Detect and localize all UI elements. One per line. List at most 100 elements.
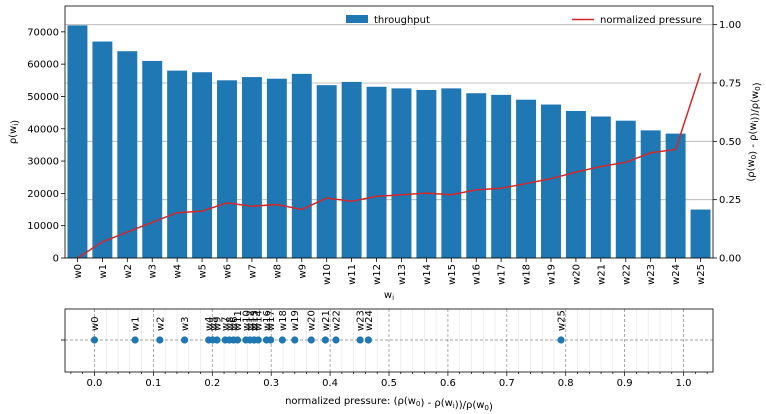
- bar-w22: [615, 120, 636, 258]
- x-tick-label-w10: w10: [322, 264, 333, 285]
- x-tick-label-w9: w9: [297, 264, 308, 279]
- x-tick-label-w13: w13: [397, 264, 408, 285]
- bar-w10: [316, 85, 337, 259]
- point-w23: [356, 336, 364, 344]
- point-label-w16: w16: [262, 310, 273, 331]
- x-tick-label: 0.1: [145, 378, 161, 389]
- point-w2: [156, 336, 164, 344]
- bar-w2: [117, 51, 138, 258]
- x-tick-label-w5: w5: [198, 264, 209, 279]
- x-tick-label-w17: w17: [497, 264, 508, 285]
- bar-w23: [640, 130, 661, 258]
- x-tick-label-w6: w6: [223, 264, 234, 279]
- legend-label-normalized-pressure: normalized pressure: [600, 15, 702, 26]
- x-tick-label-w12: w12: [372, 264, 383, 285]
- x-tick-label-w22: w22: [621, 264, 632, 285]
- x-axis-label: wi: [384, 290, 394, 302]
- y-tick-label: 10000: [27, 221, 59, 232]
- top-bar-line-chart: 0 10000 20000 30000 40000 50000 60000 70000 0.00…: [8, 5, 763, 302]
- bar-w1: [92, 41, 113, 259]
- point-label-w17: w17: [266, 310, 277, 331]
- x-tick-label-w11: w11: [347, 264, 358, 285]
- x-axis-label: normalized pressure: (ρ(w0) - ρ(wi))/ρ(w…: [285, 396, 493, 413]
- bar-w24: [665, 133, 686, 258]
- point-w15: [250, 336, 258, 344]
- bar-w19: [541, 104, 561, 259]
- x-tick-label: 0.9: [617, 378, 633, 389]
- point-w17: [266, 336, 275, 344]
- bar-w21: [590, 116, 611, 258]
- point-label-w1: w1: [131, 316, 142, 331]
- point-label-w4: w4: [204, 316, 215, 331]
- point-label-w23: w23: [356, 310, 367, 331]
- x-tick-label-w24: w24: [671, 264, 682, 285]
- bar-w0: [67, 25, 88, 259]
- x-tick-label: 0.6: [440, 378, 456, 389]
- point-label-w2: w2: [155, 316, 166, 331]
- point-label-w5: w5: [208, 316, 219, 331]
- point-label-w9: w9: [212, 316, 223, 331]
- point-w24: [364, 336, 372, 344]
- bar-w13: [391, 88, 412, 258]
- bar-w3: [142, 60, 163, 258]
- x-tick-label-w1: w1: [98, 264, 109, 279]
- point-w20: [307, 336, 315, 344]
- point-w25: [557, 336, 565, 344]
- y-tick-label: 20000: [27, 189, 59, 200]
- x-tick-label-w20: w20: [571, 264, 582, 285]
- y-tick-label: 30000: [27, 157, 59, 168]
- x-tick-label-w21: w21: [596, 264, 607, 285]
- point-w0: [90, 336, 99, 344]
- point-label-w15: w15: [250, 310, 261, 331]
- bar-w9: [291, 73, 312, 258]
- point-label-w10: w10: [241, 310, 252, 331]
- y-tick-label: 0: [53, 254, 59, 265]
- point-label-w19: w19: [290, 310, 301, 331]
- x-tick-label-w18: w18: [522, 264, 533, 285]
- x-tick-label: 1.0: [676, 378, 692, 389]
- y-tick-label: 60000: [27, 60, 59, 71]
- x-tick-label: 0.0: [87, 378, 103, 389]
- bar-w18: [516, 99, 537, 258]
- point-label-w11: w11: [233, 310, 244, 331]
- point-label-w18: w18: [278, 310, 289, 331]
- x-tick-label: 0.7: [499, 378, 515, 389]
- x-tick-label-w4: w4: [173, 264, 184, 279]
- point-label-w0: w0: [90, 316, 101, 331]
- point-label-w8: w8: [225, 316, 236, 331]
- point-label-w24: w24: [364, 310, 375, 331]
- point-label-w13: w13: [250, 310, 261, 331]
- x-tick-label-w14: w14: [422, 264, 433, 285]
- normalized-pressure-line: [77, 72, 702, 259]
- y-right-tick-label: 0.75: [719, 79, 741, 90]
- point-w3: [180, 336, 189, 344]
- x-tick-label-w7: w7: [247, 264, 258, 279]
- x-tick-label-w15: w15: [447, 264, 458, 285]
- point-w9: [213, 336, 221, 344]
- y-tick-label: 70000: [27, 27, 59, 38]
- x-tick-label: 0.4: [322, 378, 338, 389]
- y-axis-label: ρ(wi): [8, 120, 21, 144]
- y-tick-label: 50000: [27, 92, 59, 103]
- point-label-w25: w25: [557, 310, 568, 331]
- y-tick-label: 40000: [27, 124, 59, 135]
- legend-label-throughput: throughput: [374, 15, 430, 26]
- x-tick-label-w3: w3: [148, 264, 159, 279]
- legend-swatch-throughput: [346, 15, 368, 23]
- x-tick-label-w19: w19: [547, 264, 558, 285]
- point-w22: [332, 336, 340, 344]
- bar-w4: [167, 70, 188, 258]
- point-label-w20: w20: [307, 310, 318, 331]
- bar-w5: [192, 72, 213, 258]
- point-label-w21: w21: [321, 310, 332, 331]
- x-tick-label-w2: w2: [123, 264, 134, 279]
- x-tick-label: 0.2: [204, 378, 220, 389]
- point-label-w22: w22: [331, 310, 342, 331]
- bar-w17: [491, 94, 512, 258]
- bar-w12: [366, 86, 387, 259]
- plot-frame: [64, 5, 714, 259]
- bar-w16: [466, 93, 487, 258]
- point-w19: [291, 336, 299, 344]
- x-tick-label-w8: w8: [272, 264, 283, 279]
